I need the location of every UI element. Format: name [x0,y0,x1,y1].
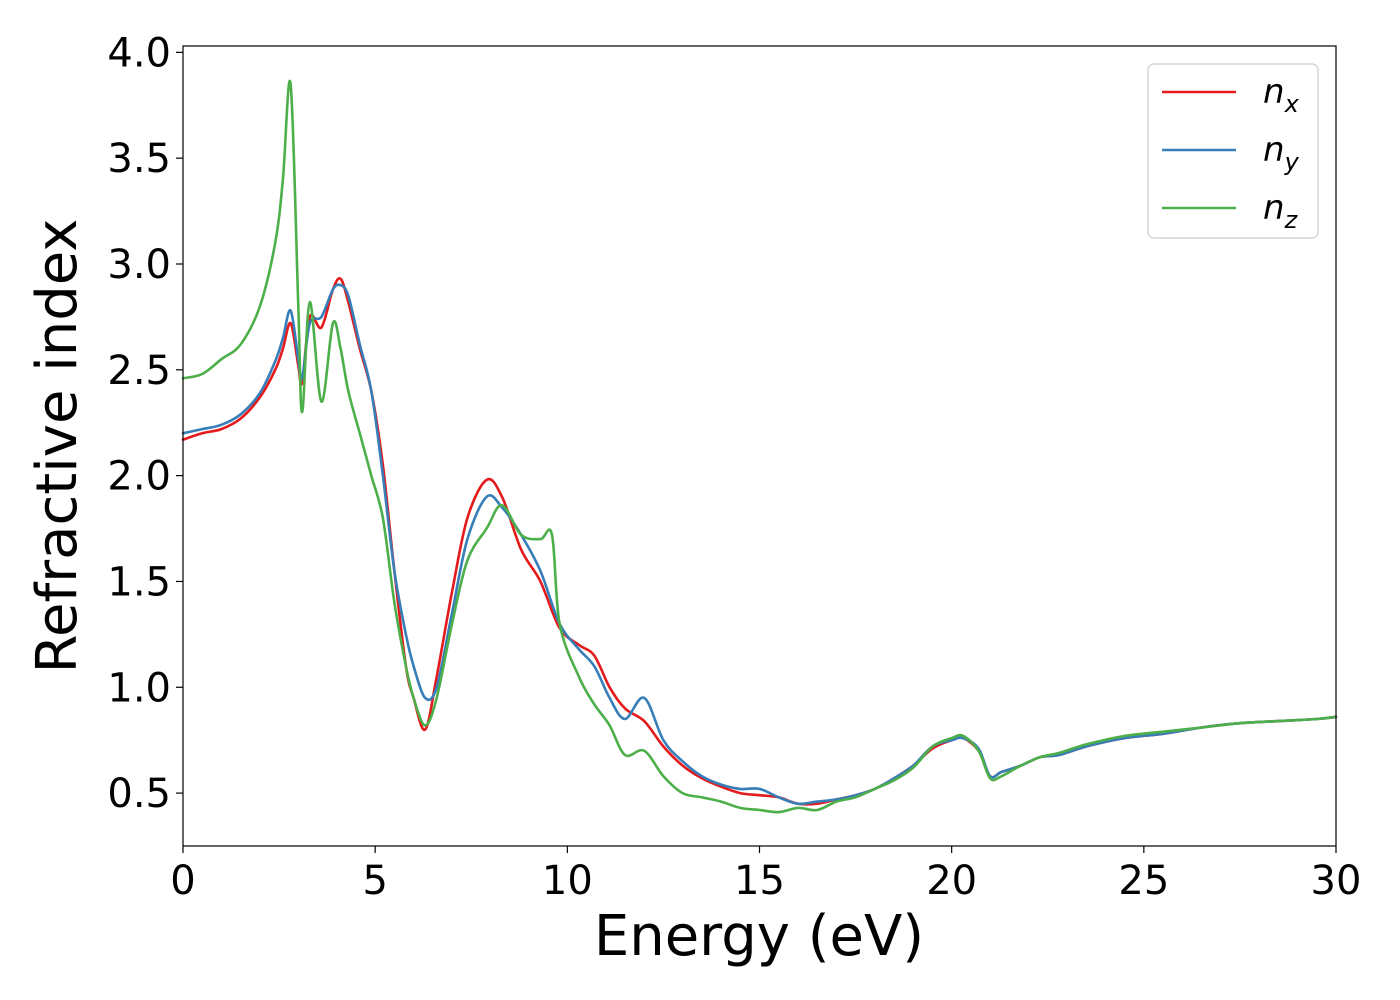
legend-label-base: n [1263,130,1285,170]
x-axis-ticks: 0 5 10 15 20 25 30 [170,846,1361,904]
y-tick-label: 2.0 [107,454,171,500]
x-tick-label: 30 [1311,858,1362,904]
y-axis-label: Refractive index [25,219,90,674]
y-tick-label: 1.0 [107,665,171,711]
legend-label-subscript: z [1284,206,1299,234]
x-tick-label: 10 [542,858,593,904]
legend-label-x: nx [1263,72,1300,118]
legend-label-base: n [1263,188,1285,228]
x-tick-label: 25 [1118,858,1169,904]
legend-label-subscript: x [1284,90,1300,118]
series-line-x [181,277,1338,806]
legend-label-y: ny [1263,130,1300,176]
x-tick-label: 5 [362,858,387,904]
y-tick-label: 4.0 [107,30,171,76]
y-axis-ticks: 0.5 1.0 1.5 2.0 2.5 3.0 3.5 4.0 [107,30,183,817]
legend-label-base: n [1263,72,1285,112]
y-tick-label: 3.5 [107,136,171,182]
x-tick-label: 15 [734,858,785,904]
x-axis-label: Energy (eV) [594,904,924,969]
series-line-y [181,283,1338,806]
y-tick-label: 3.0 [107,242,171,288]
x-tick-label: 20 [926,858,977,904]
x-tick-label: 0 [170,858,195,904]
y-tick-label: 0.5 [107,771,171,817]
legend-label-z: nz [1263,188,1299,234]
y-tick-label: 2.5 [107,348,171,394]
legend-label-subscript: y [1284,148,1300,176]
series-line-z [181,79,1338,814]
series-layer [181,79,1338,814]
y-tick-label: 1.5 [107,559,171,605]
